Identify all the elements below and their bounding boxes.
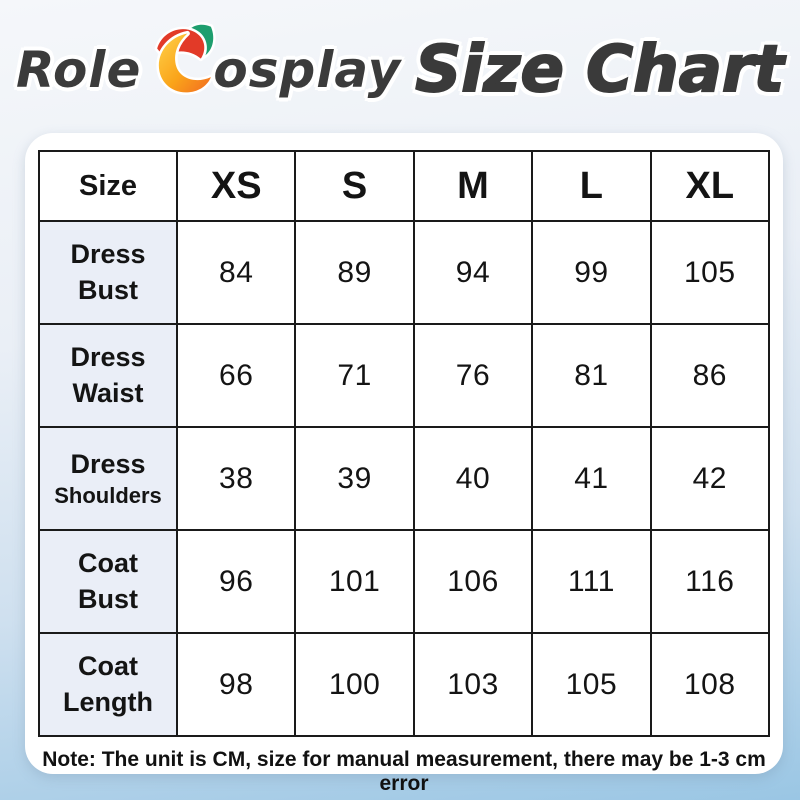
size-value-cell: 66 (176, 323, 297, 428)
size-value-cell: 101 (294, 529, 415, 634)
table-row-dress-waist: Dress Waist 66 71 76 81 86 (38, 323, 770, 428)
size-value-cell: 94 (412, 220, 534, 325)
size-value-cell: 100 (294, 632, 415, 737)
orange-crescent-shape (156, 30, 214, 95)
measurement-note: Note: The unit is CM, size for manual me… (42, 748, 766, 795)
row-label: Coat Length (38, 632, 179, 737)
size-value-cell: 81 (531, 323, 652, 428)
column-header-m: M (412, 150, 534, 222)
size-value-cell: 76 (412, 323, 534, 428)
size-value-cell: 38 (176, 426, 297, 531)
size-value-cell: 98 (176, 632, 297, 737)
size-value-cell: 86 (649, 323, 770, 428)
size-value-cell: 105 (649, 220, 770, 325)
size-value-cell: 105 (531, 632, 652, 737)
column-header-xs: XS (176, 150, 297, 222)
size-value-cell: 111 (531, 529, 652, 634)
header: Role osplay Size Chart (0, 0, 800, 133)
brand-text-osplay: osplay (213, 40, 402, 99)
rolecosplay-swirl-icon (154, 21, 217, 95)
size-value-cell: 103 (412, 632, 534, 737)
size-value-cell: 71 (294, 323, 415, 428)
column-header-size: Size (38, 150, 179, 222)
table-row-dress-shoulders: Dress Shoulders 38 39 40 41 42 (38, 426, 770, 531)
column-header-l: L (531, 150, 652, 222)
size-table: Size XS S M L XL Dress Bust 84 (38, 150, 770, 737)
row-label: Dress Waist (38, 323, 179, 428)
size-value-cell: 106 (412, 529, 534, 634)
brand-text-role: Role (15, 40, 142, 99)
size-value-cell: 116 (649, 529, 770, 634)
size-value-cell: 99 (531, 220, 652, 325)
size-value-cell: 108 (649, 632, 770, 737)
column-header-s: S (294, 150, 415, 222)
column-header-xl: XL (649, 150, 770, 222)
size-value-cell: 39 (294, 426, 415, 531)
size-value-cell: 40 (412, 426, 534, 531)
chart-panel: Size XS S M L XL Dress Bust 84 (25, 133, 783, 795)
table-row-coat-length: Coat Length 98 100 103 105 108 (38, 632, 770, 737)
size-value-cell: 41 (531, 426, 652, 531)
table-row-dress-bust: Dress Bust 84 89 94 99 105 (38, 220, 770, 325)
page-title: Size Chart (414, 32, 785, 108)
row-label: Dress Bust (38, 220, 179, 325)
size-value-cell: 42 (649, 426, 770, 531)
size-value-cell: 84 (176, 220, 297, 325)
table-row-coat-bust: Coat Bust 96 101 106 111 116 (38, 529, 770, 634)
row-label: Dress Shoulders (38, 426, 179, 531)
size-value-cell: 96 (176, 529, 297, 634)
row-label: Coat Bust (38, 529, 179, 634)
header-row: Size XS S M L XL (38, 150, 770, 222)
size-value-cell: 89 (294, 220, 415, 325)
brand-logo: Role osplay (15, 21, 402, 112)
